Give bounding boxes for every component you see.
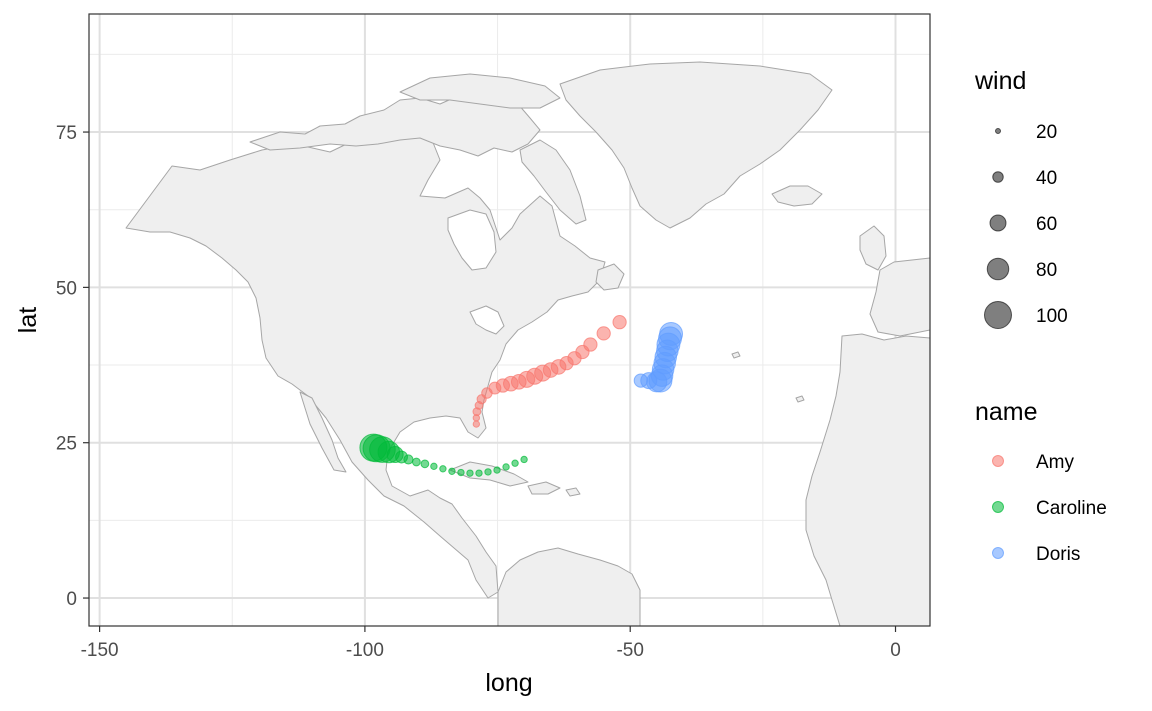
- x-axis-title: long: [485, 669, 532, 697]
- canary-islands: [795, 395, 805, 403]
- y-tick-label: 50: [56, 278, 77, 299]
- arctic-islands: [249, 91, 541, 157]
- y-tick-label: 75: [56, 123, 77, 144]
- wind-legend-key: [989, 214, 1007, 232]
- azores: [731, 351, 741, 359]
- x-tick-label: -50: [616, 640, 643, 661]
- name-legend-label: Amy: [1036, 452, 1075, 473]
- wind-legend-key: [986, 257, 1010, 281]
- data-point-caroline: [484, 468, 492, 476]
- x-tick-label: -100: [346, 640, 384, 661]
- y-axis-title: lat: [14, 307, 42, 333]
- data-point-caroline: [430, 462, 438, 471]
- wind-legend-label: 80: [1036, 260, 1057, 281]
- british-isles: [859, 225, 887, 271]
- ellesmere-island: [399, 73, 561, 109]
- hispaniola: [527, 481, 561, 495]
- wind-legend-title: wind: [974, 67, 1026, 95]
- data-point-amy: [472, 420, 481, 428]
- name-legend-key: [992, 455, 1004, 467]
- data-point-caroline: [466, 469, 474, 477]
- world-basemap: [125, 61, 930, 626]
- data-point-caroline: [457, 468, 465, 477]
- baffin-island: [519, 139, 587, 225]
- data-point-caroline: [511, 459, 519, 467]
- africa: [805, 333, 930, 626]
- iceland: [771, 185, 823, 207]
- y-tick-label: 0: [66, 589, 77, 610]
- wind-legend-label: 100: [1036, 306, 1068, 327]
- name-legend-items: Amy Caroline Doris: [992, 452, 1107, 565]
- iberia-europe: [869, 257, 930, 337]
- wind-legend-key: [995, 128, 1001, 134]
- data-point-caroline: [359, 433, 388, 462]
- wind-legend-label: 40: [1036, 168, 1057, 189]
- data-point-caroline: [502, 463, 510, 471]
- series-caroline: [359, 433, 528, 477]
- y-axis: 0 25 50 75: [56, 123, 89, 610]
- series-doris: [633, 322, 684, 393]
- y-tick-label: 25: [56, 434, 77, 455]
- panel-border: [88, 13, 931, 627]
- newfoundland: [595, 263, 625, 291]
- wind-legend-items: 20 40 60 80 100: [984, 122, 1068, 329]
- name-legend-key: [992, 501, 1004, 513]
- puerto-rico: [565, 487, 581, 497]
- wind-legend: wind 20 40 60 80 100: [974, 67, 1068, 329]
- data-point-caroline: [448, 467, 456, 475]
- hudson-bay: [447, 209, 497, 271]
- great-lakes: [469, 305, 505, 335]
- name-legend: name Amy Caroline Doris: [975, 398, 1107, 565]
- wind-legend-label: 60: [1036, 214, 1057, 235]
- name-legend-key: [992, 547, 1004, 559]
- wind-legend-key: [992, 171, 1004, 183]
- baja-california: [299, 391, 347, 473]
- data-point-caroline: [439, 465, 447, 473]
- greenland: [559, 61, 833, 229]
- wind-legend-key: [984, 301, 1012, 329]
- x-tick-label: 0: [890, 640, 901, 661]
- x-tick-label: -150: [81, 640, 119, 661]
- data-point-amy: [583, 337, 598, 352]
- data-point-caroline: [493, 466, 501, 474]
- series-amy: [472, 315, 627, 428]
- data-point-doris: [659, 322, 684, 346]
- data-point-caroline: [520, 455, 528, 464]
- name-legend-label: Doris: [1036, 544, 1080, 565]
- data-point-caroline: [412, 457, 421, 467]
- hurricane-points: [359, 315, 684, 477]
- name-legend-label: Caroline: [1036, 498, 1107, 519]
- data-point-caroline: [475, 469, 483, 477]
- data-point-amy: [612, 315, 627, 330]
- data-point-caroline: [420, 459, 430, 469]
- south-america: [497, 547, 641, 626]
- name-legend-title: name: [975, 398, 1038, 426]
- wind-legend-label: 20: [1036, 122, 1057, 143]
- data-point-amy: [596, 326, 611, 341]
- x-axis: -150 -100 -50 0: [81, 626, 901, 661]
